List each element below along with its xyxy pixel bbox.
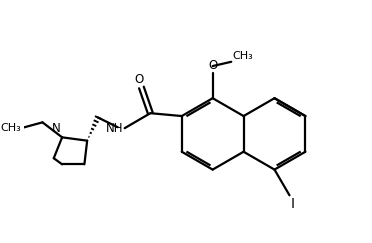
- Text: CH₃: CH₃: [0, 123, 21, 133]
- Text: O: O: [208, 59, 217, 71]
- Text: I: I: [291, 197, 295, 211]
- Text: N: N: [51, 122, 60, 135]
- Text: O: O: [134, 73, 144, 86]
- Text: CH₃: CH₃: [232, 51, 253, 61]
- Text: NH: NH: [106, 122, 124, 135]
